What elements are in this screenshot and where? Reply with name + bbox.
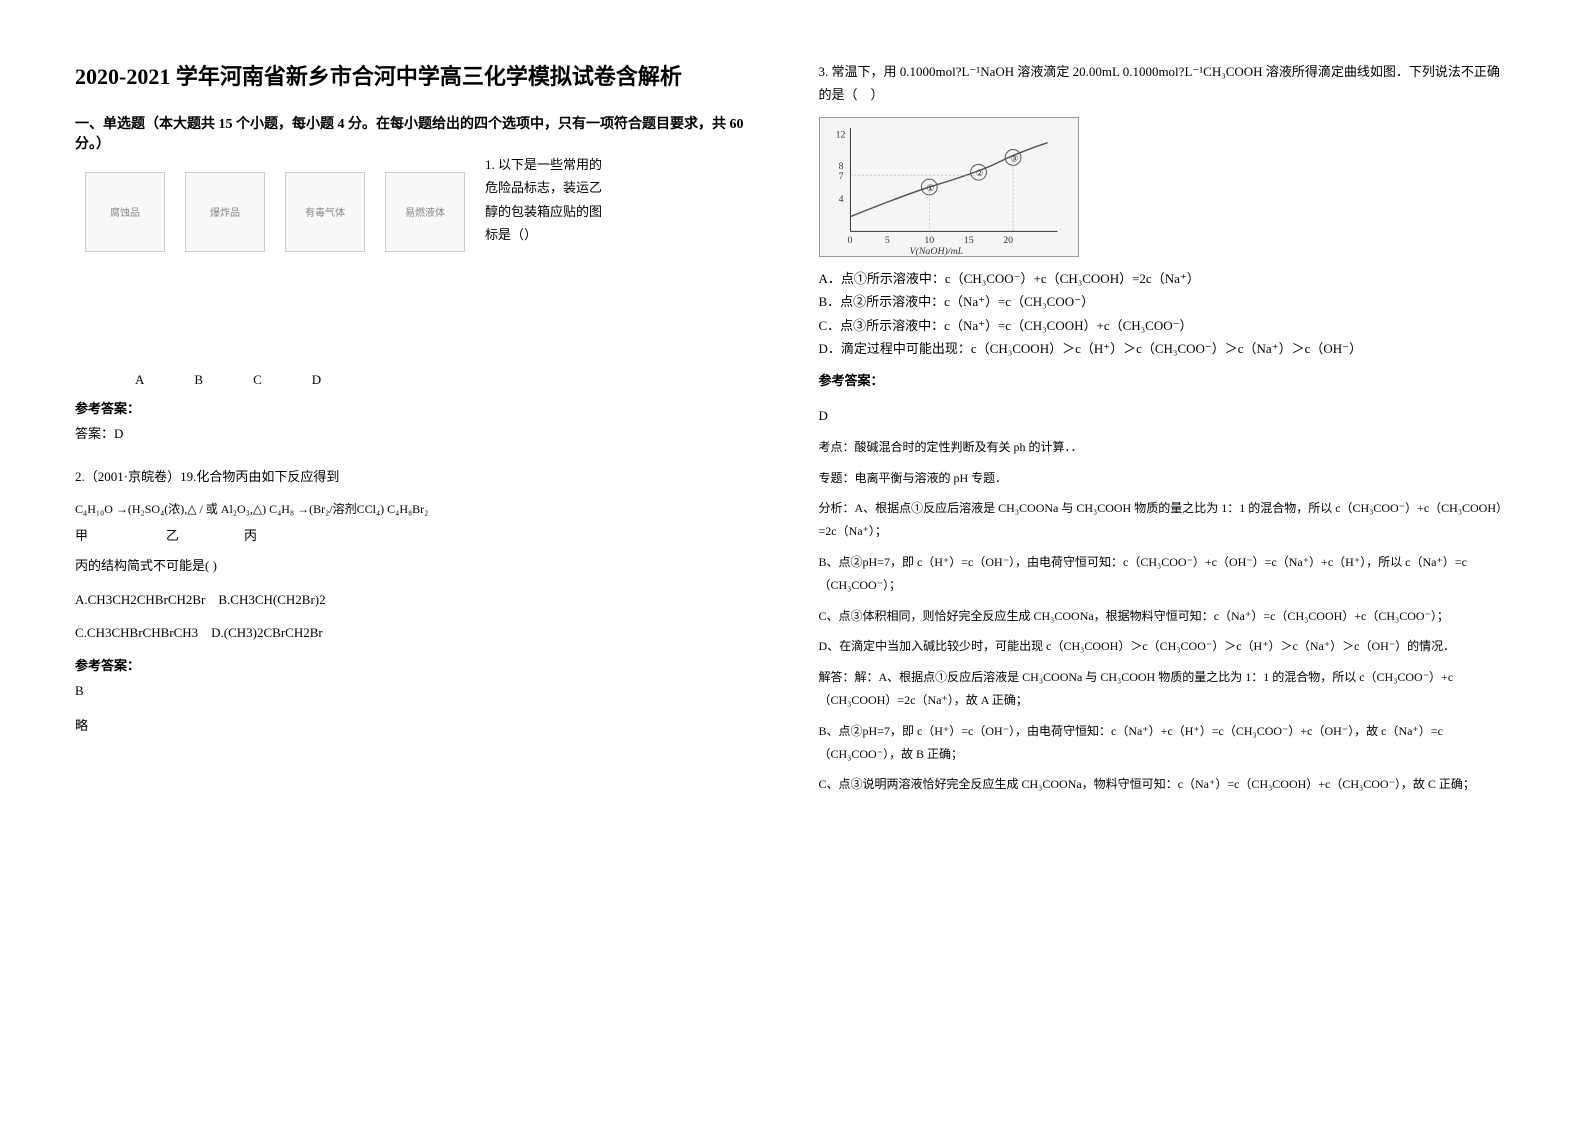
- q2-answer: B: [75, 679, 769, 702]
- hazard-icon-c: 有毒气体: [285, 172, 365, 252]
- opt-d: D: [312, 372, 321, 388]
- q3-opt-c: C．点③所示溶液中：c（Na⁺）=c（CH₃COOH）+c（CH₃COO⁻）: [819, 314, 1513, 337]
- q3-zhuanti: 专题：电离平衡与溶液的 pH 专题．: [819, 467, 1513, 490]
- q3-jieda-a: 解答：解：A、根据点①反应后溶液是 CH₃COONa 与 CH₃COOH 物质的…: [819, 666, 1513, 712]
- svg-text:5: 5: [884, 235, 889, 246]
- opt-a: A: [135, 372, 144, 388]
- svg-text:4: 4: [838, 194, 843, 205]
- svg-text:0: 0: [847, 235, 852, 246]
- q2-text: 2.（2001·京皖卷）19.化合物丙由如下反应得到: [75, 465, 769, 488]
- question-3: 3. 常温下，用 0.1000mol?L⁻¹NaOH 溶液滴定 20.00mL …: [819, 60, 1513, 796]
- svg-text:③: ③: [1010, 153, 1018, 163]
- q2-opt-ab: A.CH3CH2CHBrCH2Br B.CH3CH(CH2Br)2: [75, 588, 769, 611]
- q2-reaction: C₄H₁₀O →(H₂SO₄(浓),△ / 或 Al₂O₃,△) C₄H₈ →(…: [75, 500, 769, 517]
- q2-labels: 甲 乙 丙: [75, 525, 769, 544]
- hazard-icon-b: 爆炸品: [185, 172, 265, 252]
- svg-text:7: 7: [838, 171, 843, 182]
- svg-text:12: 12: [835, 129, 845, 140]
- question-1: 1. 以下是一些常用的危险品标志，装运乙醇的包装箱应贴的图标是（） 腐蚀品 爆炸…: [75, 153, 769, 445]
- q3-text: 3. 常温下，用 0.1000mol?L⁻¹NaOH 溶液滴定 20.00mL …: [819, 60, 1513, 107]
- svg-text:20: 20: [1003, 235, 1013, 246]
- svg-text:V(NaOH)/mL: V(NaOH)/mL: [909, 246, 963, 256]
- q2-subq: 丙的结构简式不可能是( ): [75, 554, 769, 577]
- chart-svg: 12 8 7 4 0 5 10 15 20 V(NaOH)/mL ① ② ③: [820, 118, 1078, 256]
- left-column: 2020-2021 学年河南省新乡市合河中学高三化学模拟试卷含解析 一、单选题（…: [50, 60, 794, 1062]
- question-2: 2.（2001·京皖卷）19.化合物丙由如下反应得到 C₄H₁₀O →(H₂SO…: [75, 465, 769, 737]
- q2-opt-cd: C.CH3CHBrCHBrCH3 D.(CH3)2CBrCH2Br: [75, 621, 769, 644]
- document-title: 2020-2021 学年河南省新乡市合河中学高三化学模拟试卷含解析: [75, 60, 769, 93]
- q3-jieda-b: B、点②pH=7，即 c（H⁺）=c（OH⁻），由电荷守恒知：c（Na⁺）+c（…: [819, 720, 1513, 766]
- hazard-icon-a: 腐蚀品: [85, 172, 165, 252]
- q3-jieda-c: C、点③说明两溶液恰好完全反应生成 CH₃COONa，物料守恒可知：c（Na⁺）…: [819, 773, 1513, 796]
- q3-kaodian: 考点：酸碱混合时的定性判断及有关 ph 的计算．．: [819, 436, 1513, 459]
- right-column: 3. 常温下，用 0.1000mol?L⁻¹NaOH 溶液滴定 20.00mL …: [794, 60, 1538, 1062]
- q3-fenxi-b: B、点②pH=7，即 c（H⁺）=c（OH⁻），由电荷守恒可知：c（CH₃COO…: [819, 551, 1513, 597]
- svg-text:②: ②: [975, 168, 983, 178]
- q2-answer-label: 参考答案：: [75, 655, 769, 674]
- svg-text:①: ①: [926, 183, 934, 193]
- q3-answer: D: [819, 404, 1513, 427]
- q1-text: 1. 以下是一些常用的危险品标志，装运乙醇的包装箱应贴的图标是（）: [485, 153, 605, 247]
- q1-answer: 答案：D: [75, 422, 769, 445]
- q3-fenxi-c: C、点③体积相同，则恰好完全反应生成 CH₃COONa，根据物料守恒可知：c（N…: [819, 605, 1513, 628]
- svg-text:10: 10: [924, 235, 934, 246]
- q2-note: 略: [75, 714, 769, 737]
- opt-c: C: [253, 372, 262, 388]
- opt-b: B: [194, 372, 203, 388]
- titration-chart: 12 8 7 4 0 5 10 15 20 V(NaOH)/mL ① ② ③: [819, 117, 1079, 257]
- q1-options: A B C D: [75, 372, 769, 388]
- q3-fenxi-a: 分析：A、根据点①反应后溶液是 CH₃COONa 与 CH₃COOH 物质的量之…: [819, 497, 1513, 543]
- hazard-icon-d: 易燃液体: [385, 172, 465, 252]
- q3-opt-a: A．点①所示溶液中：c（CH₃COO⁻）+c（CH₃COOH）=2c（Na⁺）: [819, 267, 1513, 290]
- section-heading: 一、单选题（本大题共 15 个小题，每小题 4 分。在每小题给出的四个选项中，只…: [75, 113, 769, 153]
- q3-answer-label: 参考答案：: [819, 370, 1513, 389]
- q1-answer-label: 参考答案：: [75, 398, 769, 417]
- hazard-images-row: 腐蚀品 爆炸品 有毒气体 易燃液体: [75, 167, 475, 257]
- q3-fenxi-d: D、在滴定中当加入碱比较少时，可能出现 c（CH₃COOH）＞c（CH₃COO⁻…: [819, 635, 1513, 658]
- q3-opt-d: D．滴定过程中可能出现：c（CH₃COOH）＞c（H⁺）＞c（CH₃COO⁻）＞…: [819, 337, 1513, 360]
- q3-opt-b: B．点②所示溶液中：c（Na⁺）=c（CH₃COO⁻）: [819, 290, 1513, 313]
- svg-text:15: 15: [963, 235, 973, 246]
